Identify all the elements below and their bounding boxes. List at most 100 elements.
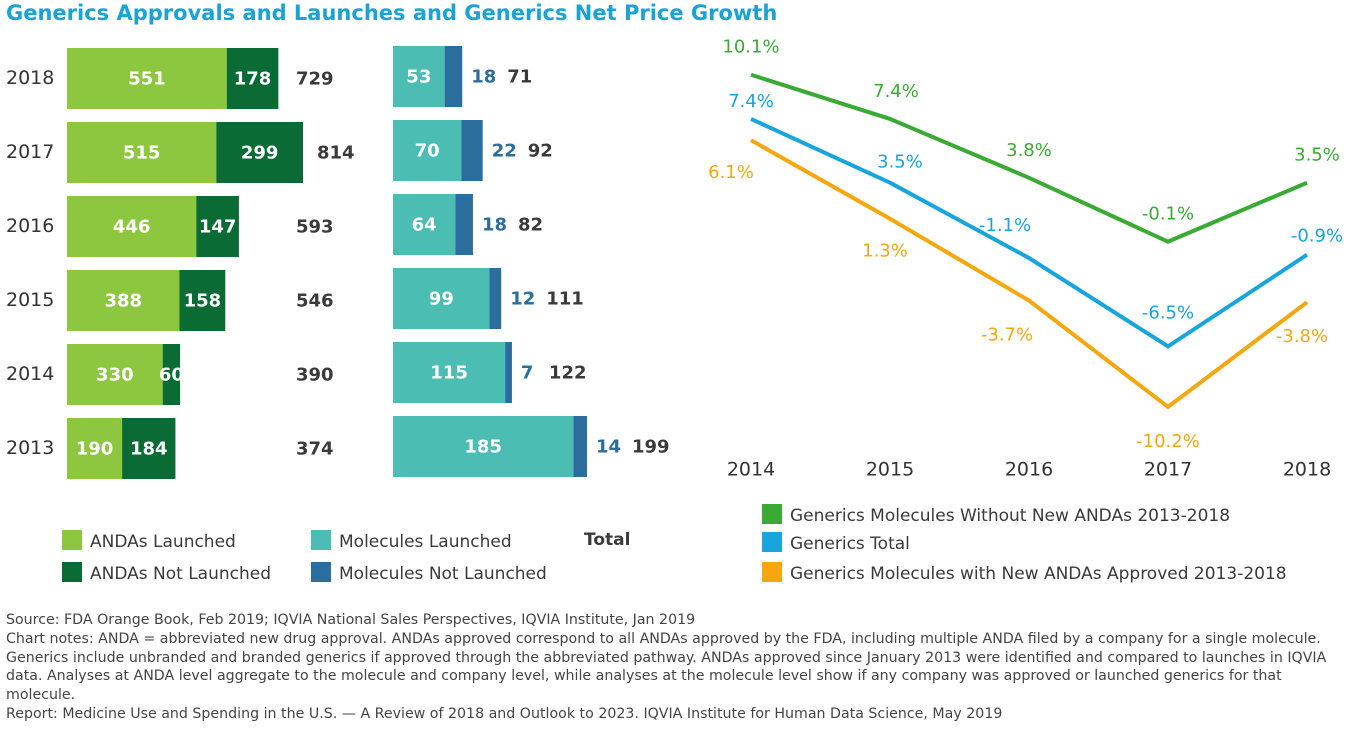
bar-value-label: 158 bbox=[184, 291, 222, 312]
bar-andas-launched bbox=[67, 270, 180, 331]
legend-label: Molecules Not Launched bbox=[339, 564, 547, 584]
legend-generics-total: Generics Total bbox=[762, 532, 910, 554]
legend-andas-launched: ANDAs Launched bbox=[62, 530, 236, 552]
x-tick-label: 2017 bbox=[1144, 459, 1192, 481]
bar-value-label: 446 bbox=[113, 217, 151, 238]
line-data-label: 1.3% bbox=[862, 241, 908, 262]
bar-molecules-not-launched bbox=[455, 194, 473, 255]
line-data-label: -1.1% bbox=[979, 215, 1031, 236]
source-note: Source: FDA Orange Book, Feb 2019; IQVIA… bbox=[6, 612, 696, 628]
bar-total-label: 546 bbox=[296, 291, 334, 312]
line-data-label: -0.9% bbox=[1291, 226, 1343, 247]
legend-swatch bbox=[62, 562, 82, 582]
year-tick-label: 2016 bbox=[6, 215, 54, 237]
bar-total-label: 374 bbox=[296, 439, 334, 460]
line-data-label: -3.7% bbox=[981, 325, 1033, 346]
legend-without-new-andas: Generics Molecules Without New ANDAs 201… bbox=[762, 504, 1230, 526]
report-note: Report: Medicine Use and Spending in the… bbox=[6, 705, 1003, 722]
legend-swatch bbox=[311, 530, 331, 550]
line-series bbox=[750, 72, 1308, 244]
bar-andas-launched bbox=[67, 196, 197, 257]
line-data-label: 10.1% bbox=[722, 37, 779, 58]
bar-total-label: 111 bbox=[546, 289, 584, 310]
bar-value-label: 178 bbox=[234, 69, 272, 90]
line-data-label: 6.1% bbox=[708, 162, 754, 183]
bar-total-label: 814 bbox=[317, 143, 355, 164]
legend-swatch bbox=[62, 530, 82, 550]
chart-notes: Chart notes: ANDA = abbreviated new drug… bbox=[6, 630, 1327, 704]
bar-molecules-launched bbox=[393, 416, 574, 477]
bar-value-label: 64 bbox=[412, 215, 437, 236]
legend-molecules-launched: Molecules Launched bbox=[311, 530, 512, 552]
bar-value-label: 330 bbox=[96, 365, 134, 386]
bar-molecules-launched bbox=[393, 46, 445, 107]
line-data-label: -6.5% bbox=[1142, 302, 1194, 323]
bar-total-label: 82 bbox=[518, 215, 543, 236]
bar-total-label: 199 bbox=[632, 437, 670, 458]
bar-value-label: 184 bbox=[130, 439, 168, 460]
legend-label: ANDAs Not Launched bbox=[90, 564, 272, 584]
line-series bbox=[750, 138, 1309, 410]
bar-andas-not-launched bbox=[122, 418, 176, 479]
bar-andas-not-launched bbox=[226, 48, 279, 109]
line-data-label: 7.4% bbox=[728, 91, 774, 112]
bar-total-label: 122 bbox=[549, 363, 587, 384]
bar-total-label: 390 bbox=[296, 365, 334, 386]
legend-label: Generics Molecules with New ANDAs Approv… bbox=[790, 564, 1287, 584]
legend-label: Generics Molecules Without New ANDAs 201… bbox=[790, 506, 1231, 526]
bar-value-label: 190 bbox=[76, 439, 114, 460]
bar-value-label: 60 bbox=[159, 365, 184, 386]
bar-value-label: 147 bbox=[199, 217, 237, 238]
bar-total-label: 729 bbox=[296, 69, 334, 90]
bar-value-label-outside: 14 bbox=[596, 437, 621, 458]
bar-total-label: 92 bbox=[528, 141, 553, 162]
x-tick-label: 2015 bbox=[866, 459, 914, 481]
year-tick-label: 2017 bbox=[6, 141, 54, 163]
legend-label: Total bbox=[584, 530, 631, 550]
bar-andas-launched bbox=[67, 48, 227, 109]
bar-molecules-launched bbox=[393, 194, 456, 255]
bar-value-label: 99 bbox=[429, 289, 454, 310]
bar-andas-not-launched bbox=[216, 122, 303, 183]
bar-value-label: 299 bbox=[241, 143, 279, 164]
line-data-label: -0.1% bbox=[1142, 204, 1194, 225]
year-tick-label: 2013 bbox=[6, 437, 54, 459]
legend-swatch bbox=[311, 562, 331, 582]
bar-value-label-outside: 22 bbox=[492, 141, 517, 162]
bar-molecules-not-launched bbox=[461, 120, 483, 181]
bar-value-label: 70 bbox=[415, 141, 440, 162]
line-data-label: 7.4% bbox=[873, 81, 919, 102]
bar-value-label: 185 bbox=[464, 437, 502, 458]
line-data-label: 3.5% bbox=[1294, 145, 1340, 166]
year-tick-label: 2015 bbox=[6, 289, 54, 311]
legend-swatch bbox=[762, 562, 782, 582]
bar-andas-not-launched bbox=[196, 196, 239, 257]
bar-molecules-launched bbox=[393, 342, 506, 403]
bar-molecules-launched bbox=[393, 268, 490, 329]
legend-label: Molecules Launched bbox=[339, 532, 512, 552]
bar-andas-launched bbox=[67, 344, 163, 405]
x-tick-label: 2014 bbox=[727, 459, 775, 481]
year-tick-label: 2014 bbox=[6, 363, 54, 385]
bar-molecules-not-launched bbox=[573, 416, 587, 477]
bar-total-label: 593 bbox=[296, 217, 334, 238]
bar-total-label: 71 bbox=[507, 67, 532, 88]
legend-label: Generics Total bbox=[790, 534, 910, 554]
legend-swatch bbox=[762, 504, 782, 524]
bar-molecules-not-launched bbox=[444, 46, 463, 107]
bar-value-label: 388 bbox=[104, 291, 142, 312]
legend-total: Total bbox=[584, 530, 630, 550]
bar-value-label: 115 bbox=[430, 363, 468, 384]
bar-value-label-outside: 7 bbox=[521, 363, 534, 384]
line-data-label: -10.2% bbox=[1136, 431, 1200, 452]
bar-value-label: 551 bbox=[128, 69, 166, 90]
bar-andas-launched bbox=[67, 418, 123, 479]
bar-andas-not-launched bbox=[162, 344, 181, 405]
bar-value-label-outside: 18 bbox=[482, 215, 507, 236]
legend-swatch bbox=[762, 532, 782, 552]
line-data-label: 3.8% bbox=[1006, 140, 1052, 161]
chart-title: Generics Approvals and Launches and Gene… bbox=[6, 1, 778, 25]
x-tick-label: 2018 bbox=[1283, 459, 1331, 481]
line-data-label: -3.8% bbox=[1276, 326, 1328, 347]
